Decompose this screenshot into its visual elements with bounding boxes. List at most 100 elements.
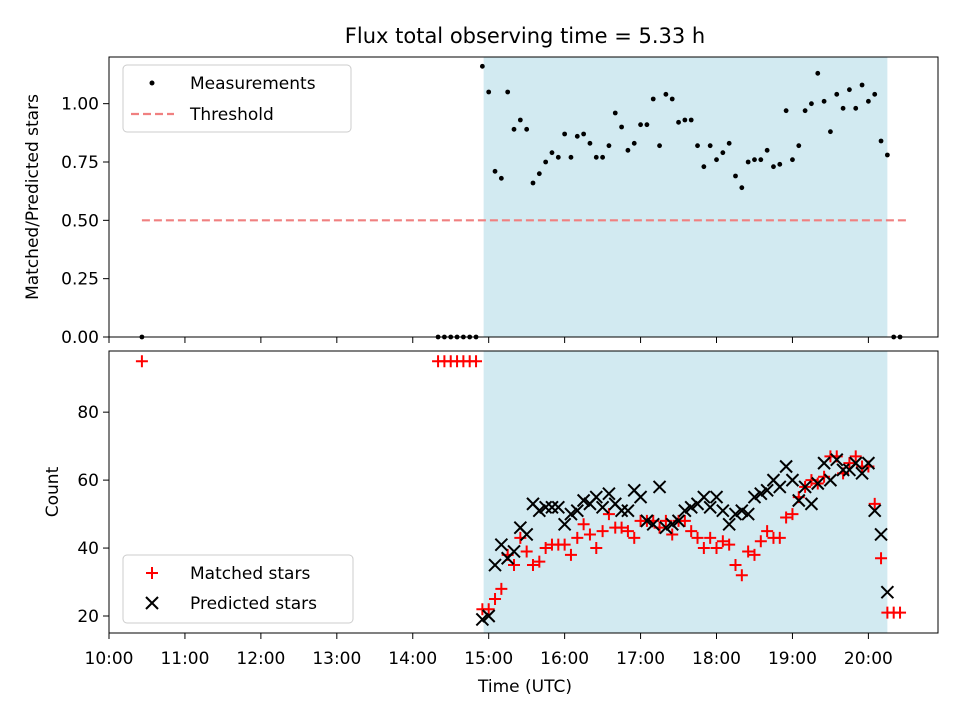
predicted-star-point [475,612,490,627]
predicted-star-point [747,490,762,504]
top-y-tick-label: 0.00 [61,328,99,348]
predicted-star-point [519,527,534,542]
measurement-point [517,117,523,123]
predicted-star-point [570,503,584,518]
matched-star-point [716,535,729,548]
measurement-point [847,87,852,93]
top-y-tick-label: 1.00 [61,95,99,115]
matched-star-point [564,548,577,561]
predicted-star-point [545,500,559,514]
matched-star-point [520,545,533,558]
measurement-point [587,140,593,146]
measurement-point [479,63,485,69]
legend-measurements-label: Measurements [190,74,316,94]
bottom-y-axis-label: Count [43,466,63,517]
measurement-point [809,101,814,107]
predicted-star-point [792,493,806,508]
matched-star-point [748,548,761,561]
top-y-axis-label: Matched/Predicted stars [23,94,43,300]
matched-star-point [843,457,856,470]
predicted-star-point [640,514,654,528]
measurement-point [853,105,859,111]
predicted-star-point [817,456,831,470]
matched-star-point [723,538,736,551]
measurement-point [543,159,549,165]
matched-star-point [539,542,552,555]
measurement-point [695,143,700,149]
top-y-tick-label: 0.25 [61,270,99,290]
predicted-star-point [507,544,521,559]
bottom-legend: Matched stars Predicted stars [122,554,354,624]
matched-star-point [621,525,634,538]
predicted-star-point [823,473,838,487]
x-tick-label: 16:00 [540,649,589,669]
x-tick-label: 15:00 [464,649,513,669]
predicted-star-point [614,503,629,518]
measurement-point [549,150,555,156]
matched-star-point [697,542,710,555]
top-legend: Measurements Threshold [122,64,352,133]
matched-star-point [685,525,698,538]
matched-star-point [628,531,641,544]
measurement-point [530,180,536,186]
matched-star-point [678,514,691,527]
matched-star-point [596,525,609,538]
predicted-star-point [576,493,591,508]
predicted-star-point [659,520,673,535]
matched-star-point [875,552,888,565]
measurement-point [511,126,517,132]
measurement-point [574,133,580,139]
measurement-point [492,168,498,174]
x-tick-label: 17:00 [616,649,665,669]
measurement-point [884,152,890,158]
predicted-star-point [551,500,566,514]
predicted-star-point [804,497,819,511]
x-tick-label: 12:00 [236,649,285,669]
measurement-point [796,143,802,149]
measurement-point [834,91,840,97]
matched-star-point [742,545,755,558]
measurement-point [600,154,606,160]
measurement-point [777,161,783,167]
measurement-point [752,157,757,163]
predicted-star-point [754,486,768,501]
matched-star-point [615,521,628,534]
predicted-star-point [868,503,882,518]
measurement-point [568,154,574,160]
predicted-star-point [760,483,774,498]
matched-star-point [495,582,508,595]
bottom-observing-span [483,351,888,633]
measurement-point [536,171,542,177]
predicted-star-point [595,500,610,514]
predicted-star-point [779,459,793,474]
legend-threshold-label: Threshold [189,105,274,125]
matched-star-point [710,542,723,555]
legend-matched-marker [146,567,158,579]
measurement-point [764,147,770,153]
legend-matched-label: Matched stars [190,564,310,584]
measurement-point [676,119,681,125]
predicted-star-point [538,500,553,514]
measurement-point [739,185,745,191]
matched-star-point [571,531,584,544]
measurement-point [745,159,751,165]
measurement-point [669,96,675,102]
matched-star-point [135,355,148,368]
measurement-point [821,98,827,104]
predicted-star-point [488,558,502,572]
measurement-point [486,89,492,95]
predicted-star-point [532,503,547,518]
measurement-point [682,117,688,123]
measurement-point [815,70,821,76]
measurement-point [771,164,776,170]
matched-star-point [526,559,539,572]
measurement-point [726,140,732,146]
chart-title: Flux total observing time = 5.33 h [345,24,705,48]
legend-measurements-marker [149,80,155,86]
top-y-tick-label: 0.50 [61,211,99,231]
measurement-point [865,98,871,104]
matched-star-point [691,531,704,544]
predicted-star-point [703,500,717,514]
x-tick-label: 14:00 [388,649,437,669]
